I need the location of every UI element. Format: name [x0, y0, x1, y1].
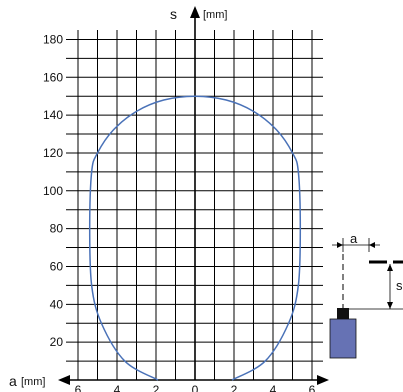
inset-s-arrow-bottom-icon: [387, 302, 393, 309]
x-axis-left-arrow-icon: [58, 375, 70, 385]
y-tick-label: 40: [50, 297, 64, 311]
y-tick-label: 140: [43, 108, 63, 122]
axes: [58, 6, 329, 385]
y-axis-arrow-icon: [190, 6, 200, 18]
y-axis-unit: [mm]: [203, 9, 227, 21]
inset-label-s: s: [396, 278, 403, 293]
x-axis-name: a: [9, 373, 17, 389]
y-tick-label: 100: [43, 184, 63, 198]
y-tick-label: 60: [50, 259, 64, 273]
x-tick-label: 4: [270, 383, 277, 392]
sensor-head: [337, 308, 349, 319]
x-tick-label: 2: [153, 383, 160, 392]
x-axis-unit: [mm]: [21, 376, 45, 388]
y-tick-label: 180: [43, 32, 63, 46]
axis-labels: s [mm] a [mm]: [9, 6, 227, 389]
x-tick-label: 2: [231, 383, 238, 392]
y-tick-label: 120: [43, 146, 63, 160]
y-tick-label: 160: [43, 70, 63, 84]
inset-s-arrow-top-icon: [387, 264, 393, 271]
y-axis-name: s: [170, 6, 177, 22]
y-tick-label: 80: [50, 222, 64, 236]
inset-a-arrow-right-icon: [369, 242, 375, 248]
sensor-inset-diagram: a s: [329, 231, 403, 359]
detection-curve: [88, 95, 302, 381]
inset-label-a: a: [350, 231, 358, 246]
inset-a-arrow-left-icon: [337, 242, 343, 248]
x-tick-label: 4: [114, 383, 121, 392]
x-axis-right-arrow-icon: [317, 375, 329, 385]
y-tick-label: 20: [50, 335, 64, 349]
curve-layer: [88, 95, 302, 381]
x-tick-label: 6: [309, 383, 316, 392]
x-tick-label: 6: [75, 383, 82, 392]
x-tick-label: 0: [192, 383, 199, 392]
sensor-body: [329, 318, 357, 359]
